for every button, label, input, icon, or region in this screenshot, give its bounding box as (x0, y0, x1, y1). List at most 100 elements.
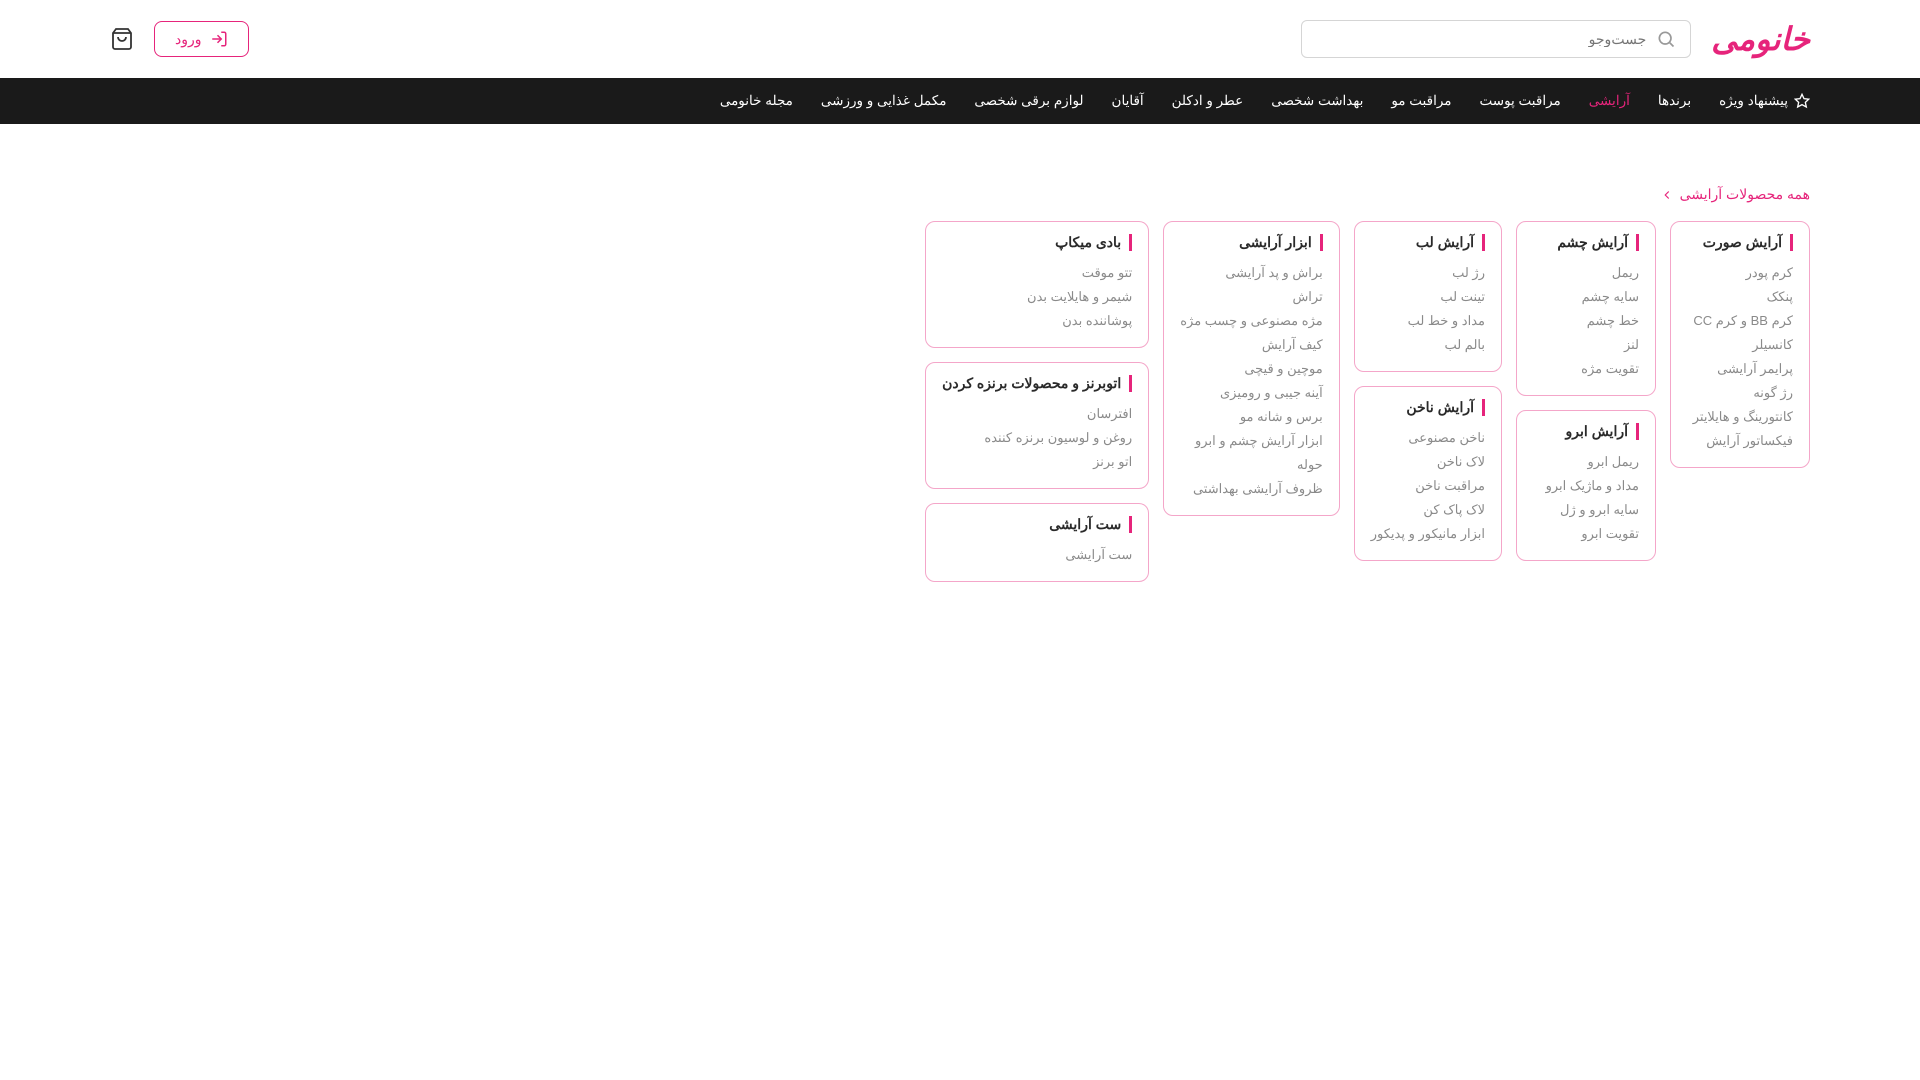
login-label: ورود (175, 31, 202, 48)
menu-block-title[interactable]: آرایش صورت (1687, 234, 1793, 251)
menu-item[interactable]: پرایمر آرایشی (1687, 357, 1793, 381)
menu-item[interactable]: کانتورینگ و هایلایتر (1687, 405, 1793, 429)
menu-block-1-1: آرایش ابرو ریمل ابرومداد و ماژیک ابروسایه… (1516, 410, 1656, 561)
menu-item[interactable]: تراش (1180, 285, 1323, 309)
menu-grid: آرایش صورتکرم پودرپنکککرم BB و کرم CCکان… (110, 221, 1810, 582)
nav-item-7[interactable]: آقایان (1112, 93, 1144, 109)
nav-item-3[interactable]: مراقبت پوست (1480, 93, 1561, 109)
all-products-link[interactable]: همه محصولات آرایشی (110, 186, 1810, 203)
menu-item[interactable]: مداد و خط لب (1371, 309, 1485, 333)
nav-label: عطر و ادکلن (1172, 93, 1244, 109)
menu-list: ناخن مصنوعیلاک ناخنمراقبت ناخنلاک پاک کن… (1371, 426, 1485, 546)
menu-column-1: آرایش چشمریملسایه چشمخط چشملنزتقویت مژهآ… (1516, 221, 1656, 582)
nav-item-2[interactable]: آرایشی (1589, 93, 1630, 109)
menu-item[interactable]: برس و شانه مو (1180, 405, 1323, 429)
menu-item[interactable]: شیمر و هایلایت بدن (942, 285, 1132, 309)
menu-item[interactable]: آینه جیبی و رومیزی (1180, 381, 1323, 405)
star-icon (1794, 93, 1810, 109)
menu-item[interactable]: ناخن مصنوعی (1371, 426, 1485, 450)
menu-item[interactable]: خط چشم (1533, 309, 1639, 333)
menu-item[interactable]: لاک پاک کن (1371, 498, 1485, 522)
nav-label: مجله خانومی (720, 93, 793, 109)
logo[interactable]: خانومی (1711, 20, 1810, 58)
menu-item[interactable]: ابزار مانیکور و پدیکور (1371, 522, 1485, 546)
menu-item[interactable]: موچین و قیچی (1180, 357, 1323, 381)
menu-item[interactable]: سایه ابرو و ژل (1533, 498, 1639, 522)
nav-item-0[interactable]: پیشنهاد ویژه (1719, 93, 1810, 109)
nav-item-4[interactable]: مراقبت مو (1391, 93, 1451, 109)
mega-menu: همه محصولات آرایشی آرایش صورت کرم پودرپنک… (50, 166, 1870, 612)
header-right: خانومی (1301, 20, 1810, 58)
menu-block-title[interactable]: آرایش ناخن (1371, 399, 1485, 416)
menu-column-0: آرایش صورتکرم پودرپنکککرم BB و کرم CCکان… (1670, 221, 1810, 582)
menu-list: کرم پودرپنکککرم BB و کرم CCکانسیلرپرایمر… (1687, 261, 1793, 453)
menu-item[interactable]: ریمل ابرو (1533, 450, 1639, 474)
menu-item[interactable]: بالم لب (1371, 333, 1485, 357)
nav-label: لوازم برقی شخصی (974, 93, 1083, 109)
menu-item[interactable]: تقویت ابرو (1533, 522, 1639, 546)
header-left: ورود (110, 21, 249, 57)
menu-item[interactable]: مژه مصنوعی و چسب مژه (1180, 309, 1323, 333)
menu-block-1-0: آرایش چشم ریملسایه چشمخط چشملنزتقویت مژه (1516, 221, 1656, 396)
menu-list: رژ لبتینت لبمداد و خط لببالم لب (1371, 261, 1485, 357)
menu-block-title[interactable]: بادی میکاپ (942, 234, 1132, 251)
menu-item[interactable]: پوشاننده بدن (942, 309, 1132, 333)
menu-item[interactable]: فیکساتور آرایش (1687, 429, 1793, 453)
menu-block-3-0: ابزار آرایشی براش و پد آرایشیتراشمژه مصنو… (1163, 221, 1340, 516)
menu-item[interactable]: تقویت مژه (1533, 357, 1639, 381)
nav-item-5[interactable]: بهداشت شخصی (1271, 93, 1363, 109)
menu-block-2-1: آرایش ناخن ناخن مصنوعیلاک ناخنمراقبت ناخن… (1354, 386, 1502, 561)
menu-item[interactable]: مداد و ماژیک ابرو (1533, 474, 1639, 498)
nav-item-1[interactable]: برندها (1658, 93, 1691, 109)
menu-item[interactable]: کرم BB و کرم CC (1687, 309, 1793, 333)
menu-item[interactable]: مراقبت ناخن (1371, 474, 1485, 498)
menu-item[interactable]: رژ گونه (1687, 381, 1793, 405)
menu-item[interactable]: لنز (1533, 333, 1639, 357)
search-input[interactable] (1316, 31, 1646, 47)
header: خانومی ورود (0, 0, 1920, 78)
menu-item[interactable]: کانسیلر (1687, 333, 1793, 357)
login-button[interactable]: ورود (154, 21, 249, 57)
menu-list: ست آرایشی (942, 543, 1132, 567)
menu-list: ریمل ابرومداد و ماژیک ابروسایه ابرو و ژل… (1533, 450, 1639, 546)
nav-label: مراقبت مو (1391, 93, 1451, 109)
menu-column-4: بادی میکاپ تتو موقتشیمر و هایلایت بدنپوشا… (925, 221, 1149, 582)
menu-block-0-0: آرایش صورتکرم پودرپنکککرم BB و کرم CCکان… (1670, 221, 1810, 468)
chevron-left-icon (1660, 188, 1674, 202)
nav-item-10[interactable]: مجله خانومی (720, 93, 793, 109)
menu-item[interactable]: تتو موقت (942, 261, 1132, 285)
menu-list: ریملسایه چشمخط چشملنزتقویت مژه (1533, 261, 1639, 381)
nav-item-8[interactable]: لوازم برقی شخصی (974, 93, 1083, 109)
menu-block-title[interactable]: آرایش چشم (1533, 234, 1639, 251)
menu-item[interactable]: ست آرایشی (942, 543, 1132, 567)
menu-item[interactable]: سایه چشم (1533, 285, 1639, 309)
menu-item[interactable]: تینت لب (1371, 285, 1485, 309)
menu-item[interactable]: ریمل (1533, 261, 1639, 285)
nav-item-9[interactable]: مکمل غذایی و ورزشی (821, 93, 947, 109)
menu-block-4-2: ست آرایشی ست آرایشی (925, 503, 1149, 582)
menu-item[interactable]: رژ لب (1371, 261, 1485, 285)
menu-item[interactable]: روغن و لوسیون برنزه کننده (942, 426, 1132, 450)
menu-block-title[interactable]: آرایش لب (1371, 234, 1485, 251)
menu-block-title[interactable]: ابزار آرایشی (1180, 234, 1323, 251)
search-icon (1656, 29, 1676, 49)
menu-item[interactable]: لاک ناخن (1371, 450, 1485, 474)
login-icon (210, 30, 228, 48)
menu-list: تتو موقتشیمر و هایلایت بدنپوشاننده بدن (942, 261, 1132, 333)
menu-item[interactable]: ظروف آرایشی بهداشتی (1180, 477, 1323, 501)
menu-block-title[interactable]: اتوبرنز و محصولات برنزه کردن (942, 375, 1132, 392)
menu-block-title[interactable]: ست آرایشی (942, 516, 1132, 533)
menu-item[interactable]: براش و پد آرایشی (1180, 261, 1323, 285)
menu-item[interactable]: حوله (1180, 453, 1323, 477)
menu-item[interactable]: ابزار آرایش چشم و ابرو (1180, 429, 1323, 453)
menu-item[interactable]: کیف آرایش (1180, 333, 1323, 357)
menu-item[interactable]: اتو برنز (942, 450, 1132, 474)
nav-item-6[interactable]: عطر و ادکلن (1172, 93, 1244, 109)
menu-item[interactable]: افترسان (942, 402, 1132, 426)
search-box[interactable] (1301, 20, 1691, 58)
cart-icon[interactable] (110, 27, 134, 51)
menu-block-title[interactable]: آرایش ابرو (1533, 423, 1639, 440)
menu-item[interactable]: پنکک (1687, 285, 1793, 309)
menu-item[interactable]: کرم پودر (1687, 261, 1793, 285)
nav-label: بهداشت شخصی (1271, 93, 1363, 109)
